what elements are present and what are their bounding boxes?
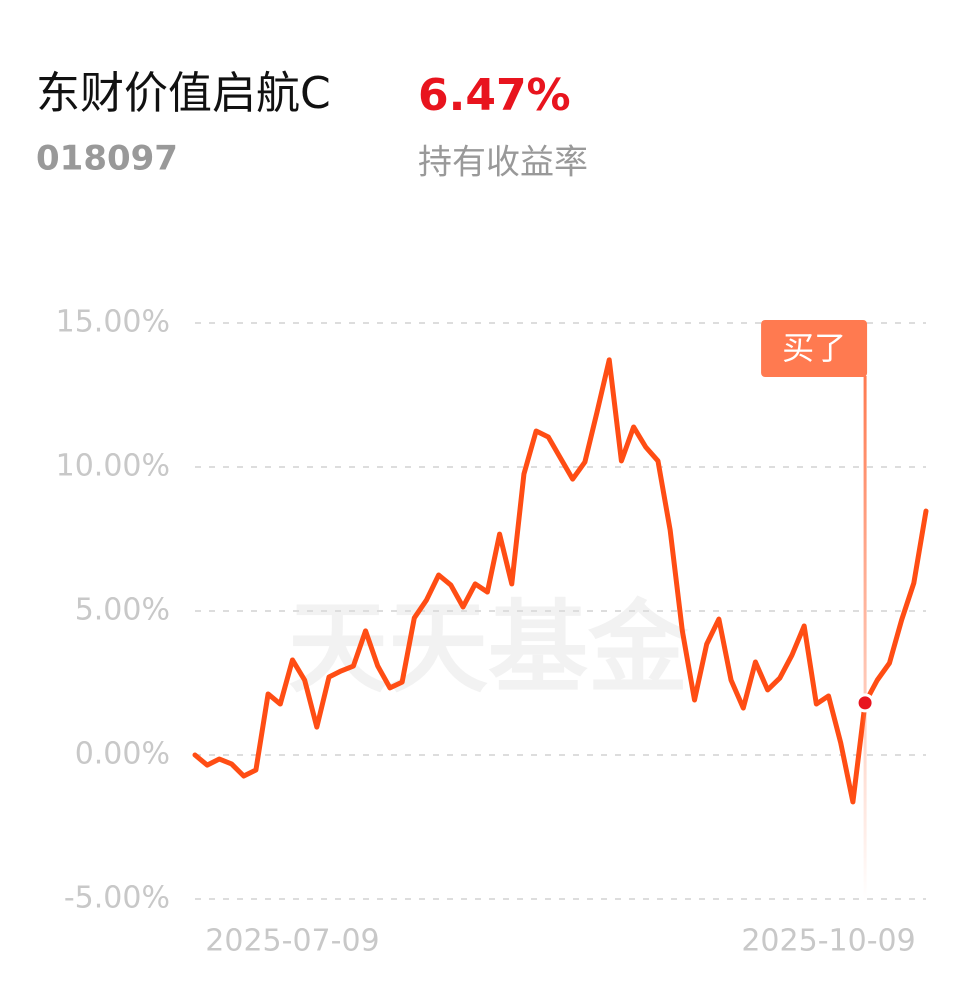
buy-marker [855,693,875,713]
y-tick-label: -5.00% [64,881,170,916]
annotation-box [761,320,868,377]
y-tick-label: 15.00% [56,305,170,340]
watermark: 天天基金 [288,589,689,706]
y-tick-label: 10.00% [56,449,170,484]
annotation-text: 买了 [782,329,846,367]
x-tick-label: 2025-10-09 [741,924,915,959]
return-value: 6.47% [418,70,571,121]
annotation-line [863,376,867,899]
line [192,357,929,805]
return-label: 持有收益率 [418,143,588,183]
fund-code: 018097 [36,139,178,179]
x-tick-label: 2025-07-09 [205,924,379,959]
y-tick-label: 5.00% [75,593,170,628]
fund-name: 东财价值启航C [36,68,331,119]
y-tick-label: 0.00% [75,737,170,772]
